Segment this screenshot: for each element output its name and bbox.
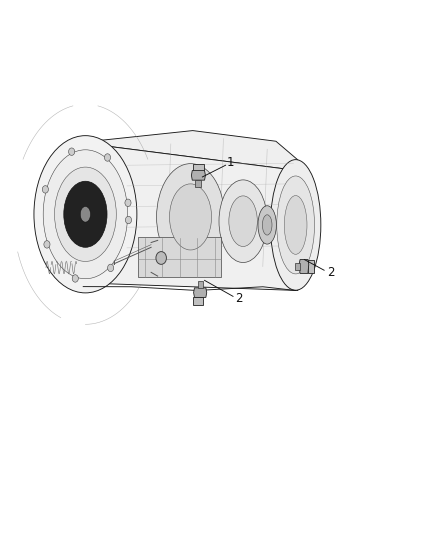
Ellipse shape (64, 181, 107, 247)
Polygon shape (193, 164, 204, 171)
Ellipse shape (170, 184, 212, 250)
Polygon shape (195, 180, 201, 187)
Circle shape (125, 199, 131, 206)
Ellipse shape (271, 160, 321, 290)
Polygon shape (299, 260, 309, 273)
Polygon shape (194, 288, 207, 297)
Ellipse shape (34, 136, 137, 293)
Polygon shape (191, 171, 205, 180)
Polygon shape (85, 142, 298, 290)
Polygon shape (198, 281, 203, 288)
FancyBboxPatch shape (138, 237, 221, 277)
Text: 2: 2 (327, 266, 335, 279)
Circle shape (104, 154, 110, 161)
Circle shape (42, 185, 49, 193)
Ellipse shape (284, 196, 307, 254)
Ellipse shape (54, 167, 116, 262)
Ellipse shape (229, 196, 258, 246)
Ellipse shape (262, 215, 272, 235)
Circle shape (108, 264, 114, 272)
Polygon shape (193, 297, 203, 305)
Ellipse shape (43, 150, 127, 279)
Ellipse shape (277, 176, 314, 274)
Ellipse shape (80, 206, 91, 222)
Ellipse shape (258, 206, 276, 244)
Ellipse shape (157, 164, 224, 270)
Circle shape (156, 252, 166, 264)
Circle shape (125, 216, 131, 224)
Polygon shape (308, 260, 314, 273)
Text: 2: 2 (235, 292, 243, 305)
Polygon shape (85, 131, 298, 171)
Circle shape (44, 241, 50, 248)
Ellipse shape (219, 180, 267, 263)
Circle shape (69, 148, 75, 156)
Polygon shape (295, 263, 300, 270)
Circle shape (72, 274, 78, 282)
Text: 1: 1 (226, 156, 234, 169)
